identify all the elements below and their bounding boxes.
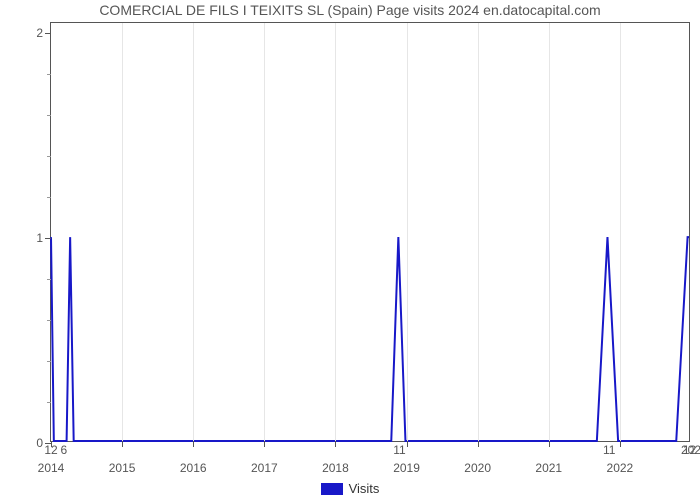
xtick-label: 2015 bbox=[109, 441, 136, 475]
legend-label: Visits bbox=[349, 481, 380, 496]
yminor-mark bbox=[47, 361, 51, 362]
legend-swatch bbox=[321, 483, 343, 495]
chart-title: COMERCIAL DE FILS I TEIXITS SL (Spain) P… bbox=[0, 2, 700, 18]
x-value-label: 12 bbox=[44, 443, 57, 457]
gridline-vertical bbox=[193, 23, 194, 441]
chart-plot-area: 2014201520162017201820192020202120220121… bbox=[50, 22, 690, 442]
visits-line bbox=[51, 237, 689, 441]
xtick-label: 2021 bbox=[535, 441, 562, 475]
yminor-mark bbox=[47, 156, 51, 157]
yminor-mark bbox=[47, 402, 51, 403]
yminor-mark bbox=[47, 279, 51, 280]
chart-legend: Visits bbox=[0, 481, 700, 496]
x-value-label: 11 bbox=[393, 443, 405, 457]
gridline-vertical bbox=[478, 23, 479, 441]
gridline-vertical bbox=[407, 23, 408, 441]
page-visits-chart: COMERCIAL DE FILS I TEIXITS SL (Spain) P… bbox=[0, 0, 700, 500]
x-value-label: 6 bbox=[60, 443, 67, 457]
gridline-vertical bbox=[264, 23, 265, 441]
yminor-mark bbox=[47, 115, 51, 116]
ytick-label: 1 bbox=[36, 231, 51, 245]
yminor-mark bbox=[47, 197, 51, 198]
gridline-vertical bbox=[335, 23, 336, 441]
gridline-vertical bbox=[122, 23, 123, 441]
xtick-label: 2016 bbox=[180, 441, 207, 475]
line-series bbox=[51, 23, 689, 441]
gridline-vertical bbox=[549, 23, 550, 441]
x-value-label: 202 bbox=[681, 443, 700, 457]
ytick-label: 2 bbox=[36, 26, 51, 40]
gridline-vertical bbox=[620, 23, 621, 441]
yminor-mark bbox=[47, 74, 51, 75]
xtick-label: 2018 bbox=[322, 441, 349, 475]
yminor-mark bbox=[47, 320, 51, 321]
xtick-label: 2017 bbox=[251, 441, 278, 475]
x-value-label: 11 bbox=[603, 443, 615, 457]
xtick-label: 2020 bbox=[464, 441, 491, 475]
